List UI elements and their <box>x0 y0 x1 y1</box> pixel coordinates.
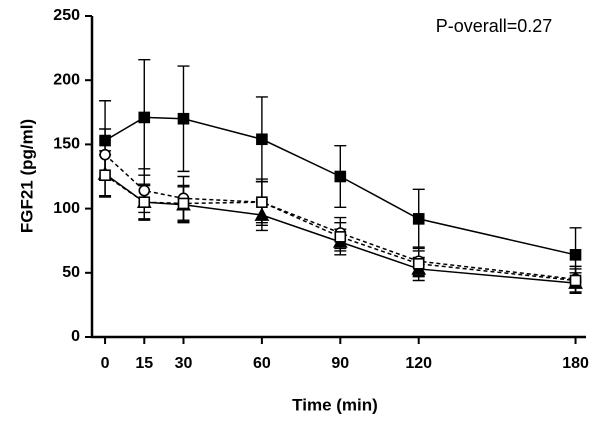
x-tick-label: 15 <box>135 355 153 372</box>
marker <box>138 184 151 197</box>
y-tick-label: 100 <box>53 200 80 217</box>
marker <box>256 133 268 146</box>
marker <box>99 134 111 147</box>
marker <box>99 169 111 182</box>
y-tick-label: 0 <box>71 328 80 345</box>
x-tick-label: 30 <box>175 355 193 372</box>
y-axis-label: FGF21 (pg/ml) <box>17 119 36 233</box>
marker <box>256 196 268 208</box>
marker <box>138 111 151 124</box>
x-tick-label: 0 <box>101 355 110 372</box>
marker <box>177 112 190 125</box>
x-tick-label: 120 <box>405 355 432 372</box>
marker <box>412 258 425 270</box>
y-tick-label: 50 <box>62 264 80 281</box>
y-tick-label: 250 <box>53 7 80 24</box>
marker <box>412 213 425 225</box>
marker <box>254 207 270 221</box>
marker <box>334 170 347 183</box>
marker <box>569 274 582 287</box>
marker <box>334 231 347 243</box>
marker <box>569 249 582 261</box>
x-tick-label: 90 <box>331 355 349 372</box>
y-tick-label: 200 <box>53 71 80 88</box>
marker <box>138 196 151 208</box>
x-axis-label: Time (min) <box>292 395 378 414</box>
x-tick-label: 60 <box>253 355 271 372</box>
y-tick-label: 150 <box>53 136 80 153</box>
marker <box>99 148 111 161</box>
annotation: P-overall=0.27 <box>436 16 553 36</box>
x-tick-label: 180 <box>562 355 589 372</box>
marker <box>177 197 190 210</box>
